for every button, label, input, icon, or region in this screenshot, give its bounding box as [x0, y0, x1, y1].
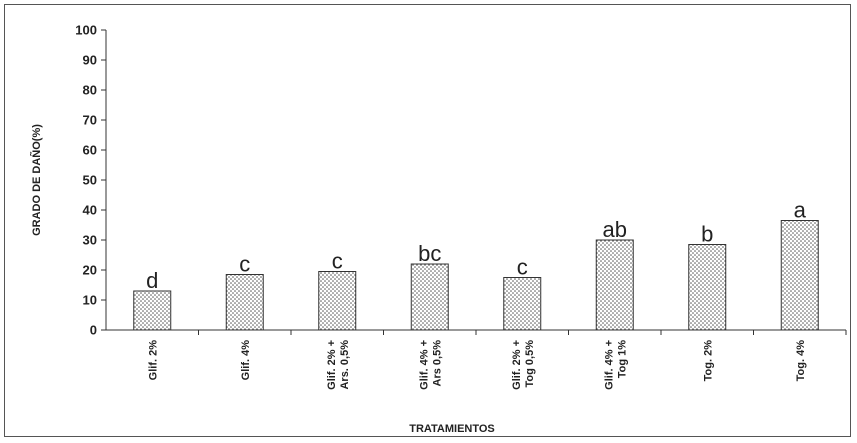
bar [133, 290, 172, 331]
significance-letters: d c c bc c ab b a [146, 198, 807, 294]
y-tick-label: 40 [83, 203, 97, 218]
bar [780, 220, 819, 331]
x-tick-label: Glif. 4% [240, 340, 252, 381]
significance-letter: b [701, 222, 713, 247]
bar [225, 274, 264, 331]
x-tick-label: Ars 0,5% [431, 340, 443, 387]
y-tick-label: 0 [90, 323, 97, 338]
x-axis-ticks: Glif. 2% Glif. 4% Glif. 2% + Ars. 0,5% Glif.… [147, 330, 847, 390]
y-tick-label: 80 [83, 83, 97, 98]
x-tick-label: Glif. 2% + [326, 340, 338, 390]
significance-letter: c [332, 249, 343, 274]
significance-letter: a [794, 198, 807, 223]
chart-frame [4, 4, 851, 437]
x-tick-label: Glif. 2% + [511, 340, 523, 390]
bar [688, 244, 727, 331]
significance-letter: c [239, 252, 250, 277]
y-tick-label: 60 [83, 143, 97, 158]
y-tick-label: 30 [83, 233, 97, 248]
y-tick-label: 100 [75, 23, 97, 38]
x-axis-title: TRATAMIENTOS [409, 423, 495, 435]
y-tick-label: 10 [83, 293, 97, 308]
bar [318, 271, 357, 331]
x-tick-label: Tog. 2% [702, 340, 714, 382]
significance-letter: ab [603, 217, 627, 242]
y-tick-label: 50 [83, 173, 97, 188]
bar [503, 277, 542, 331]
y-tick-label: 20 [83, 263, 97, 278]
x-tick-label: Tog 1% [616, 340, 628, 379]
x-tick-label: Tog. 4% [795, 340, 807, 382]
bar [410, 263, 449, 331]
significance-letter: d [146, 268, 158, 293]
y-tick-label: 90 [83, 53, 97, 68]
x-tick-label: Glif. 4% + [418, 340, 430, 390]
bar [595, 239, 634, 331]
x-tick-label: Glif. 4% + [603, 340, 615, 390]
x-tick-label: Ars. 0,5% [339, 340, 351, 390]
significance-letter: c [517, 255, 528, 280]
x-tick-label: Glif. 2% [147, 340, 159, 381]
y-tick-label: 70 [83, 113, 97, 128]
y-axis-title: GRADO DE DAÑO(%) [30, 124, 43, 236]
y-axis-ticks: 0 10 20 30 40 50 60 70 80 90 100 [75, 23, 106, 338]
x-tick-label: Tog 0,5% [524, 340, 536, 388]
significance-letter: bc [418, 241, 441, 266]
bars [133, 220, 819, 331]
